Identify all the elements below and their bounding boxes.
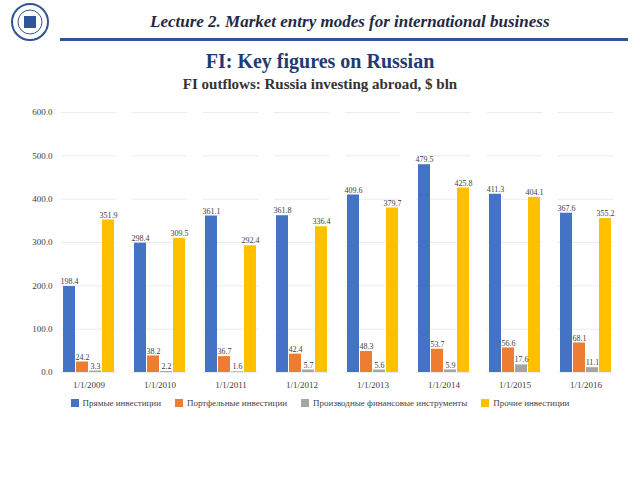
svg-text:0.0: 0.0 <box>41 367 53 377</box>
svg-text:42.4: 42.4 <box>289 345 303 354</box>
svg-text:400.0: 400.0 <box>32 194 53 204</box>
svg-text:600.0: 600.0 <box>32 107 53 117</box>
svg-text:48.3: 48.3 <box>360 342 374 351</box>
svg-text:53.7: 53.7 <box>431 340 445 349</box>
html-text:FI outflows: Russia investing: FI outflows: Russia investing abroad, $ … <box>182 76 458 92</box>
svg-text:379.7: 379.7 <box>384 199 402 208</box>
svg-text:5.6: 5.6 <box>375 361 385 370</box>
svg-text:409.6: 409.6 <box>345 186 363 195</box>
svg-text:351.9: 351.9 <box>100 211 118 220</box>
svg-text:68.1: 68.1 <box>573 334 587 343</box>
svg-text:425.8: 425.8 <box>455 179 473 188</box>
svg-text:1/1/2011: 1/1/2011 <box>215 380 247 390</box>
svg-text:500.0: 500.0 <box>32 151 53 161</box>
svg-text:17.6: 17.6 <box>515 355 529 364</box>
svg-text:479.5: 479.5 <box>416 155 434 164</box>
svg-text:1/1/2010: 1/1/2010 <box>144 380 177 390</box>
svg-text:3.3: 3.3 <box>91 362 101 371</box>
html-text:FI: Key figures on Russian: FI: Key figures on Russian <box>205 50 435 72</box>
svg-text:100.0: 100.0 <box>32 324 53 334</box>
svg-text:1.6: 1.6 <box>233 362 243 371</box>
svg-text:367.6: 367.6 <box>558 204 576 213</box>
svg-text:309.5: 309.5 <box>171 229 189 238</box>
svg-text:38.2: 38.2 <box>147 347 161 356</box>
html-text:Прямые инвестиции: Прямые инвестиции <box>82 398 161 408</box>
svg-text:198.4: 198.4 <box>61 277 79 286</box>
html-text:Прочие инвестиции: Прочие инвестиции <box>493 398 570 408</box>
svg-text:404.1: 404.1 <box>526 188 544 197</box>
svg-text:1/1/2014: 1/1/2014 <box>428 380 461 390</box>
svg-text:56.6: 56.6 <box>502 339 516 348</box>
svg-text:36.7: 36.7 <box>218 347 232 356</box>
html-text:Портфельные инвестиции: Портфельные инвестиции <box>187 398 288 408</box>
svg-text:1/1/2013: 1/1/2013 <box>357 380 390 390</box>
svg-text:298.4: 298.4 <box>132 234 150 243</box>
svg-text:5.7: 5.7 <box>304 361 314 370</box>
svg-text:355.2: 355.2 <box>597 209 615 218</box>
svg-text:5.9: 5.9 <box>446 361 456 370</box>
svg-text:336.4: 336.4 <box>313 217 331 226</box>
svg-text:300.0: 300.0 <box>32 237 53 247</box>
svg-text:24.2: 24.2 <box>76 353 90 362</box>
svg-text:411.3: 411.3 <box>487 185 505 194</box>
html-text:Производные финансовые инструм: Производные финансовые инструменты <box>313 398 468 408</box>
svg-text:1/1/2016: 1/1/2016 <box>570 380 603 390</box>
svg-text:200.0: 200.0 <box>32 281 53 291</box>
svg-text:1/1/2009: 1/1/2009 <box>73 380 106 390</box>
svg-text:361.1: 361.1 <box>203 207 221 216</box>
svg-text:1/1/2012: 1/1/2012 <box>286 380 318 390</box>
svg-text:11.1: 11.1 <box>586 358 600 367</box>
svg-text:292.4: 292.4 <box>242 236 260 245</box>
svg-text:1/1/2015: 1/1/2015 <box>499 380 532 390</box>
svg-text:2.2: 2.2 <box>162 362 172 371</box>
svg-text:361.8: 361.8 <box>274 206 292 215</box>
html-text:Lecture 2. Market entry modes: Lecture 2. Market entry modes for intern… <box>150 12 550 31</box>
